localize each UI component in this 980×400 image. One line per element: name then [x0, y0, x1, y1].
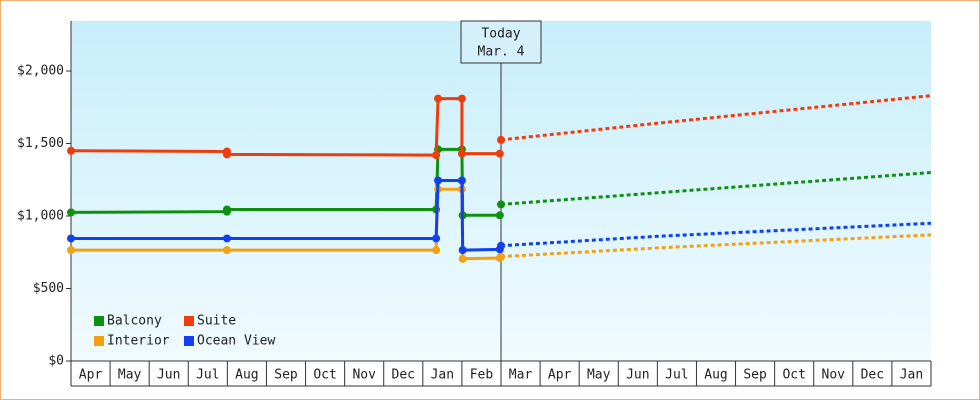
- legend-label: Suite: [197, 314, 236, 329]
- legend-label: Interior: [107, 334, 170, 349]
- today-box: [460, 20, 542, 64]
- x-tick-label: Jul: [665, 368, 688, 383]
- x-tick-label: Nov: [822, 368, 846, 383]
- point: [222, 234, 231, 243]
- y-tick-label: $500: [33, 281, 64, 296]
- today-label: Today: [481, 27, 520, 42]
- legend-swatch: [94, 316, 104, 326]
- y-tick-label: $1,500: [17, 136, 64, 151]
- point: [458, 254, 467, 263]
- legend-label: Ocean View: [197, 334, 275, 349]
- x-tick-label: Sep: [743, 368, 767, 383]
- point: [222, 150, 231, 159]
- y-tick-label: $0: [48, 354, 64, 369]
- point: [222, 205, 231, 214]
- point: [495, 211, 504, 220]
- today-date: Mar. 4: [478, 45, 525, 60]
- point: [432, 246, 441, 255]
- x-tick-label: Sep: [274, 368, 298, 383]
- x-tick-label: May: [587, 368, 611, 383]
- x-tick-label: Apr: [548, 368, 572, 383]
- forecast-point: [497, 241, 505, 250]
- x-tick-label: Jul: [196, 368, 219, 383]
- x-tick-label: Jun: [157, 368, 180, 383]
- forecast-point: [497, 252, 505, 261]
- legend-swatch: [184, 336, 194, 346]
- forecast-line: [500, 94, 932, 142]
- x-tick-label: Dec: [861, 368, 884, 383]
- x-tick-label: Feb: [470, 368, 494, 383]
- legend-label: Balcony: [107, 314, 162, 329]
- point: [222, 246, 231, 255]
- x-tick-label: Nov: [352, 368, 376, 383]
- point: [67, 246, 75, 255]
- forecast-line: [500, 171, 932, 206]
- x-tick-label: Apr: [79, 368, 103, 383]
- point: [434, 176, 443, 185]
- legend-swatch: [184, 316, 194, 326]
- point: [434, 94, 443, 103]
- forecast-line: [500, 233, 932, 259]
- point: [457, 176, 466, 185]
- point: [67, 208, 75, 217]
- point: [432, 234, 441, 243]
- point: [495, 149, 504, 158]
- x-tick-label: Jan: [431, 368, 454, 383]
- point: [432, 151, 441, 160]
- forecast-point: [497, 135, 505, 144]
- point: [67, 146, 75, 155]
- x-tick-label: Jan: [900, 368, 923, 383]
- point: [457, 94, 466, 103]
- x-tick-label: Dec: [392, 368, 415, 383]
- y-tick-label: $2,000: [17, 64, 64, 79]
- x-tick-label: Oct: [313, 368, 336, 383]
- point: [457, 149, 466, 158]
- x-tick-label: Mar: [509, 368, 533, 383]
- point: [458, 246, 467, 255]
- x-tick-label: Oct: [782, 368, 805, 383]
- x-tick-label: May: [118, 368, 142, 383]
- forecast-point: [497, 200, 505, 209]
- forecast-line: [500, 221, 932, 248]
- legend-swatch: [94, 336, 104, 346]
- x-tick-label: Aug: [704, 368, 727, 383]
- x-tick-label: Aug: [235, 368, 258, 383]
- point: [67, 234, 75, 243]
- x-tick-label: Jun: [626, 368, 649, 383]
- y-tick-label: $1,000: [17, 209, 64, 224]
